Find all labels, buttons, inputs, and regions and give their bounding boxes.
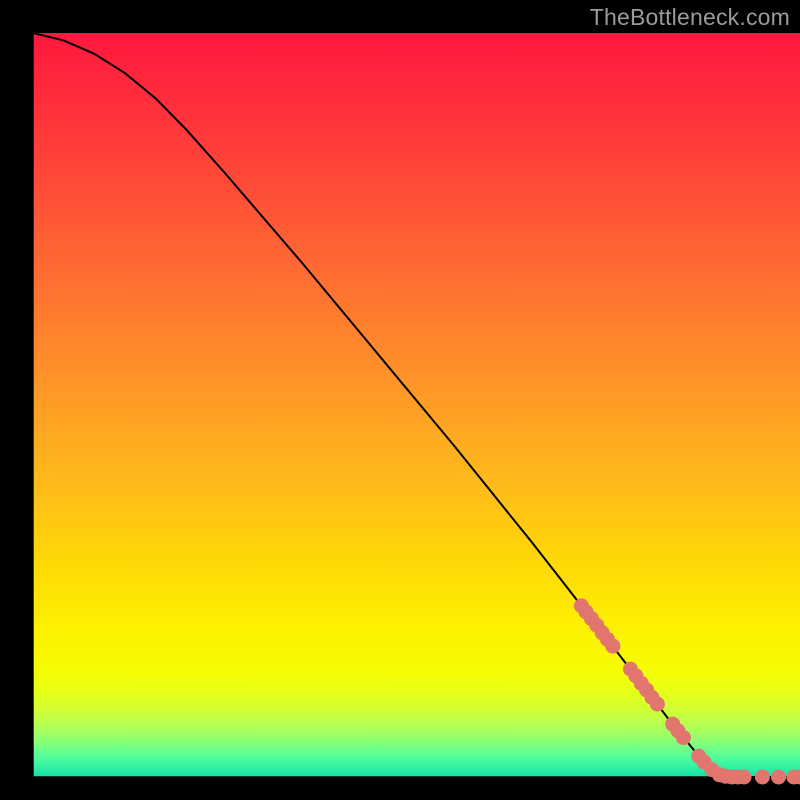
data-marker — [737, 770, 752, 785]
data-marker — [771, 770, 786, 785]
data-marker — [605, 639, 620, 654]
bottleneck-chart — [0, 0, 800, 800]
chart-background — [33, 33, 800, 777]
data-marker — [650, 697, 665, 712]
data-marker — [676, 730, 691, 745]
data-marker — [755, 770, 770, 785]
